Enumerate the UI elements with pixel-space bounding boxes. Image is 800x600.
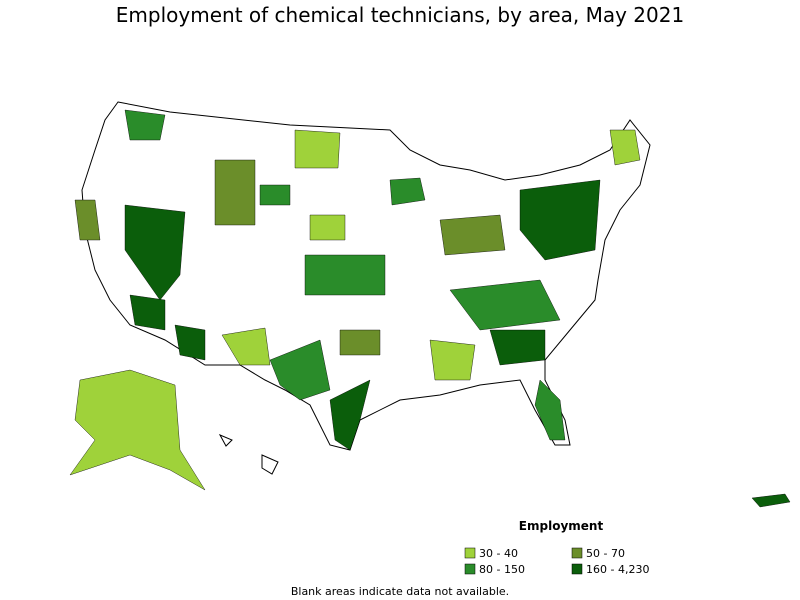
region — [489, 329, 546, 366]
legend-label: 160 - 4,230 — [586, 563, 649, 576]
region — [259, 184, 291, 206]
region — [519, 179, 601, 261]
puerto-rico — [751, 493, 791, 508]
legend-label: 50 - 70 — [586, 547, 625, 560]
footnote: Blank areas indicate data not available. — [291, 585, 509, 598]
region — [304, 254, 386, 296]
region — [74, 199, 101, 241]
region — [339, 329, 381, 356]
legend: 30 - 40 50 - 70 80 - 150 160 - 4,230 — [464, 547, 649, 576]
region — [174, 324, 206, 361]
map — [69, 101, 791, 508]
legend-title: Employment — [519, 519, 604, 533]
region — [449, 279, 561, 331]
legend-swatch — [464, 563, 476, 575]
region — [309, 214, 346, 241]
region — [124, 204, 186, 301]
alaska — [69, 369, 206, 491]
legend-swatch — [571, 547, 583, 559]
region — [129, 294, 166, 331]
hawaii — [261, 454, 279, 475]
legend-swatch — [464, 547, 476, 559]
region — [534, 379, 566, 441]
region — [269, 339, 331, 401]
region — [221, 327, 271, 366]
title: Employment of chemical technicians, by a… — [116, 3, 684, 27]
legend-label: 30 - 40 — [479, 547, 518, 560]
legend-swatch — [571, 563, 583, 575]
region — [214, 159, 256, 226]
region — [329, 379, 371, 451]
region — [124, 109, 166, 141]
region — [609, 129, 641, 166]
hawaii — [218, 433, 233, 447]
region — [429, 339, 476, 381]
legend-label: 80 - 150 — [479, 563, 525, 576]
region — [439, 214, 506, 256]
region — [389, 177, 426, 206]
region — [294, 129, 341, 169]
